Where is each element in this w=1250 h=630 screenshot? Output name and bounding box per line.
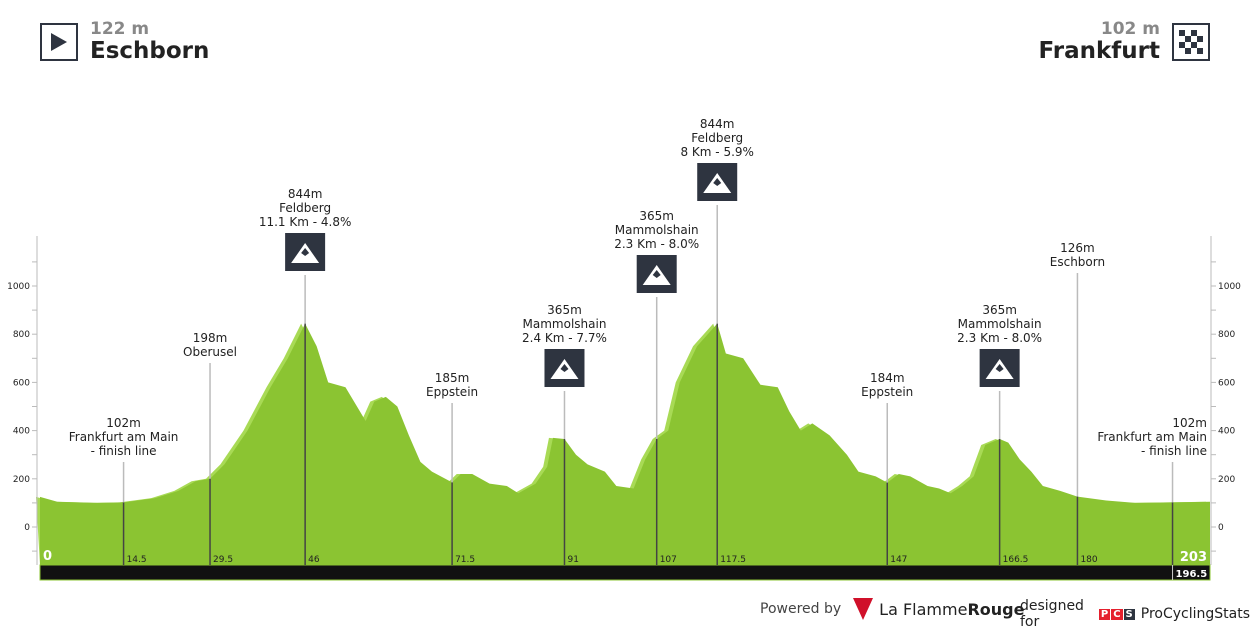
pcs-logo-s: S — [1123, 608, 1135, 620]
point-label-line: - finish line — [91, 444, 157, 458]
finish-header: 102 m Frankfurt — [1038, 19, 1210, 64]
x-km-label: 29.5 — [213, 555, 233, 565]
point-label-line: 198m — [193, 331, 228, 345]
distance-bar — [39, 564, 1211, 581]
x-km-label: 180 — [1080, 555, 1097, 565]
point-label-line: 8 Km - 5.9% — [680, 145, 753, 159]
mountain-icon-snow — [652, 270, 661, 278]
start-header: 122 m Eschborn — [40, 20, 209, 64]
x-km-label: 117.5 — [720, 555, 746, 565]
designed-for-text: designed for — [1020, 598, 1084, 630]
x-start-label: 0 — [43, 549, 52, 564]
point-label-line: 844m — [288, 187, 323, 201]
point-label-line: Frankfurt am Main — [1097, 430, 1207, 444]
point-label-line: Eschborn — [1050, 255, 1105, 269]
y-tick-label-right: 200 — [1218, 475, 1235, 485]
y-tick-label-left: 1000 — [7, 282, 30, 292]
point-label-line: 184m — [870, 371, 905, 385]
brand-la-flamme: La Flamme — [879, 599, 968, 619]
y-tick-label-left: 800 — [13, 330, 30, 340]
x-km-label: 71.5 — [455, 555, 475, 565]
start-city: Eschborn — [90, 38, 210, 64]
point-label-line: Oberusel — [183, 345, 237, 359]
mountain-icon-snow — [560, 364, 569, 372]
finish-city: Frankfurt — [1038, 38, 1161, 64]
point-label-line: 102m — [106, 416, 141, 430]
y-tick-label-right: 600 — [1218, 378, 1235, 388]
y-tick-label-left: 0 — [24, 523, 30, 533]
x-km-label: 14.5 — [127, 555, 147, 565]
point-label-line: Eppstein — [426, 385, 478, 399]
mountain-icon-snow — [995, 364, 1004, 372]
point-label-line: 11.1 Km - 4.8% — [259, 215, 352, 229]
point-label-line: - finish line — [1141, 444, 1207, 458]
flamme-rouge-logo-icon — [853, 598, 874, 620]
y-tick-label-left: 600 — [13, 378, 30, 388]
checkered-flag-icon — [1172, 23, 1210, 61]
point-label-line: 365m — [639, 209, 674, 223]
footer-powered: Powered by La FlammeRouge — [760, 598, 1024, 620]
point-label-line: Mammolshain — [615, 223, 699, 237]
point-label-line: 844m — [700, 117, 735, 131]
y-tick-label-left: 400 — [13, 427, 30, 437]
profile-area — [40, 323, 1210, 565]
point-label-line: 2.3 Km - 8.0% — [957, 331, 1042, 345]
y-tick-label-right: 800 — [1218, 330, 1235, 340]
point-label-line: 365m — [547, 303, 582, 317]
brand-rouge: Rouge — [967, 599, 1025, 619]
footer-designed: designed for P C S ProCyclingStats — [1020, 598, 1250, 630]
brand-procyclingstats: ProCyclingStats — [1140, 606, 1250, 622]
y-tick-label-left: 200 — [13, 475, 30, 485]
point-label-line: Mammolshain — [958, 317, 1042, 331]
point-label-line: 365m — [982, 303, 1017, 317]
point-label-line: Eppstein — [861, 385, 913, 399]
point-label-line: Feldberg — [279, 201, 331, 215]
point-label-line: Feldberg — [691, 131, 743, 145]
point-label-line: 2.3 Km - 8.0% — [614, 237, 699, 251]
pcs-logo-c: C — [1111, 608, 1123, 620]
x-km-label: 147 — [890, 555, 907, 565]
point-label-line: 126m — [1060, 241, 1095, 255]
y-tick-label-right: 400 — [1218, 427, 1235, 437]
point-label-line: 185m — [435, 371, 470, 385]
point-label-line: 102m — [1172, 416, 1207, 430]
x-km-label: 166.5 — [1003, 555, 1029, 565]
finish-altitude: 102 m — [1100, 19, 1160, 39]
point-label-line: Frankfurt am Main — [69, 430, 179, 444]
y-tick-label-right: 1000 — [1218, 282, 1241, 292]
mountain-icon-snow — [301, 248, 310, 256]
y-tick-label-right: 0 — [1218, 523, 1224, 533]
x-km-label: 91 — [567, 555, 578, 565]
start-altitude: 122 m — [90, 19, 150, 39]
point-label-line: 2.4 Km - 7.7% — [522, 331, 607, 345]
x-end-label: 203 — [1180, 550, 1207, 565]
bar-label: 196.5 — [1176, 569, 1208, 580]
start-play-icon — [40, 23, 78, 61]
powered-by-text: Powered by — [760, 601, 842, 617]
mountain-icon-snow — [713, 178, 722, 186]
point-label-line: Mammolshain — [523, 317, 607, 331]
pcs-logo-p: P — [1098, 608, 1111, 620]
x-km-label: 107 — [660, 555, 677, 565]
x-km-label: 46 — [308, 555, 320, 565]
